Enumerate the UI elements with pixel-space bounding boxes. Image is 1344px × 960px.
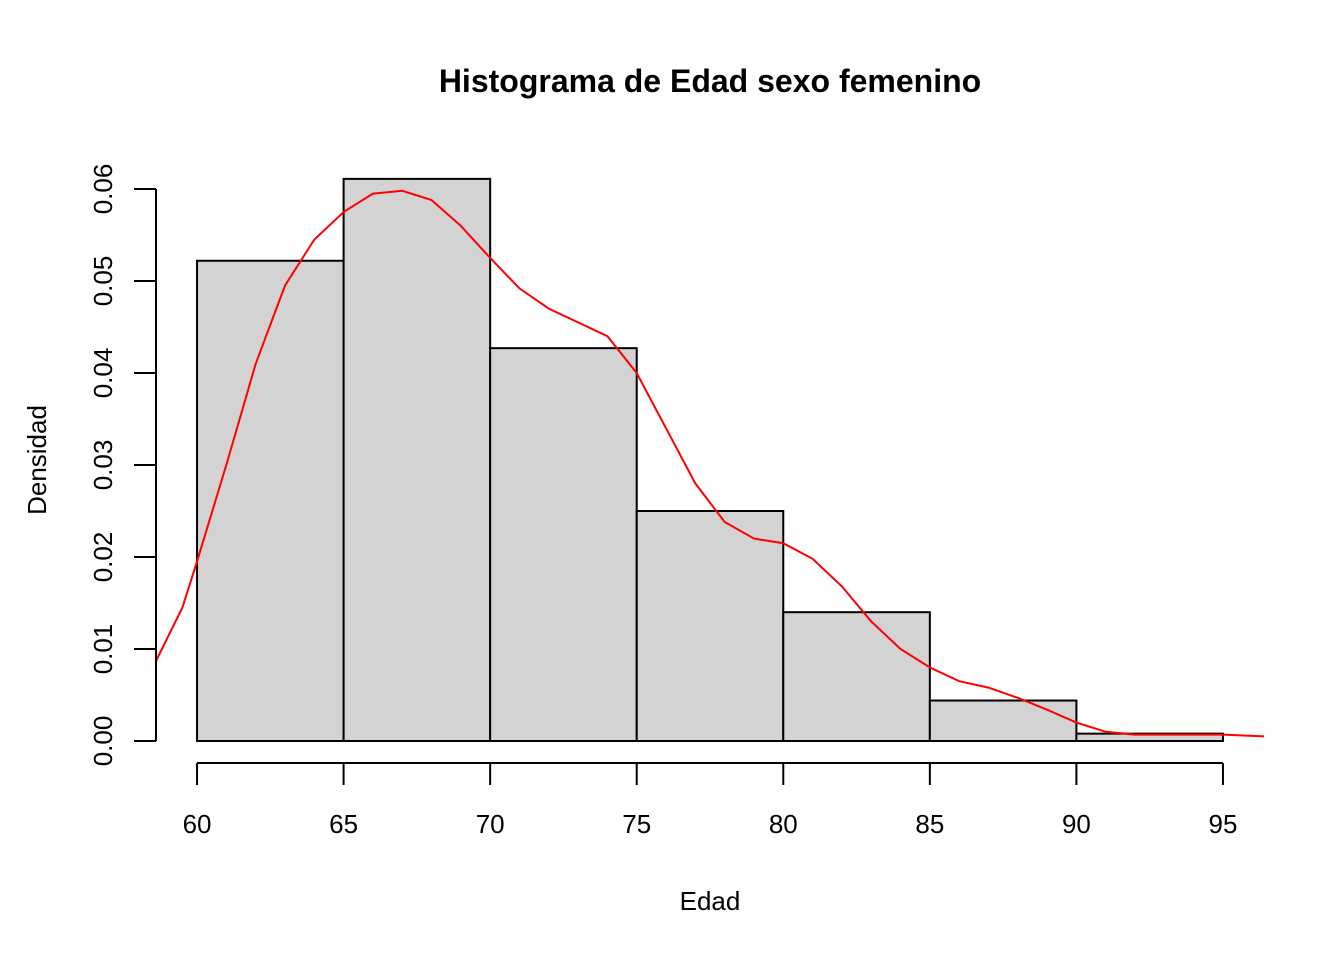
y-tick-label: 0.03: [88, 440, 118, 491]
y-tick-label: 0.04: [88, 348, 118, 399]
x-tick-label: 85: [915, 809, 944, 839]
y-tick-label: 0.00: [88, 716, 118, 767]
x-axis-label: Edad: [680, 886, 741, 916]
x-tick-label: 70: [476, 809, 505, 839]
histogram-bar: [635, 510, 785, 742]
y-tick-label: 0.06: [88, 164, 118, 215]
x-tick-label: 95: [1209, 809, 1238, 839]
x-tick-label: 60: [183, 809, 212, 839]
histogram-bar: [196, 259, 345, 742]
y-tick-label: 0.02: [88, 532, 118, 583]
x-tick-label: 90: [1062, 809, 1091, 839]
density-curve: [155, 189, 1265, 738]
histogram-bars: [196, 177, 1224, 743]
chart-title: Histograma de Edad sexo femenino: [439, 63, 981, 99]
x-tick-label: 65: [329, 809, 358, 839]
y-axis-label: Densidad: [22, 405, 52, 515]
y-tick-label: 0.01: [88, 624, 118, 675]
histogram-bar: [928, 699, 1078, 743]
histogram-bar: [342, 177, 492, 742]
histogram-bar: [489, 347, 638, 742]
x-tick-label: 75: [622, 809, 651, 839]
histogram-bar: [782, 611, 931, 743]
y-axis: 0.00 0.01 0.02 0.03 0.04 0.05 0.06: [88, 164, 157, 767]
x-axis: 60 65 70 75 80 85 90 95: [183, 762, 1238, 839]
y-tick-label: 0.05: [88, 256, 118, 307]
x-tick-label: 80: [769, 809, 798, 839]
